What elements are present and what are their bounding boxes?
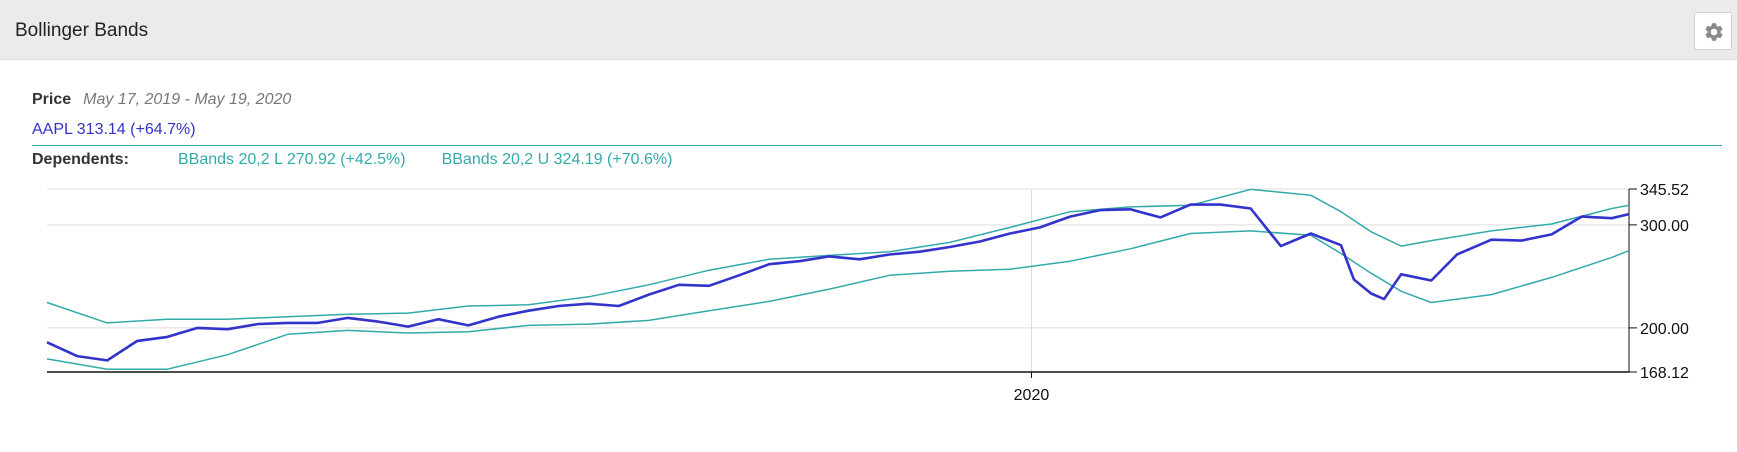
y-tick-label: 345.52 [1640,182,1689,199]
dependents-legend-row: Dependents: BBands 20,2 L 270.92 (+42.5%)… [32,151,708,169]
main-series-legend: AAPL 313.14 (+64.7%) [32,121,196,138]
price-legend-row: Price May 17, 2019 - May 19, 2020 [32,91,291,109]
lower-band-line [46,230,1630,370]
upper-band-legend: BBands 20,2 U 324.19 (+70.6%) [441,151,673,168]
upper-band-line [46,188,1630,324]
panel-header: Bollinger Bands [0,0,1737,60]
aapl-price-line [46,203,1630,362]
lower-band-legend: BBands 20,2 L 270.92 (+42.5%) [178,151,406,168]
panel-title: Bollinger Bands [15,20,149,41]
price-label: Price [32,91,72,108]
settings-button[interactable] [1694,12,1732,50]
legend-divider [32,145,1722,146]
x-tick-label: 2020 [1014,387,1050,404]
dependents-label: Dependents: [32,151,129,168]
date-range: May 17, 2019 - May 19, 2020 [83,91,292,108]
y-tick-label: 168.12 [1640,365,1689,382]
y-tick-label: 300.00 [1640,218,1689,235]
gear-icon [1705,23,1723,41]
y-tick-label: 200.00 [1640,321,1689,338]
